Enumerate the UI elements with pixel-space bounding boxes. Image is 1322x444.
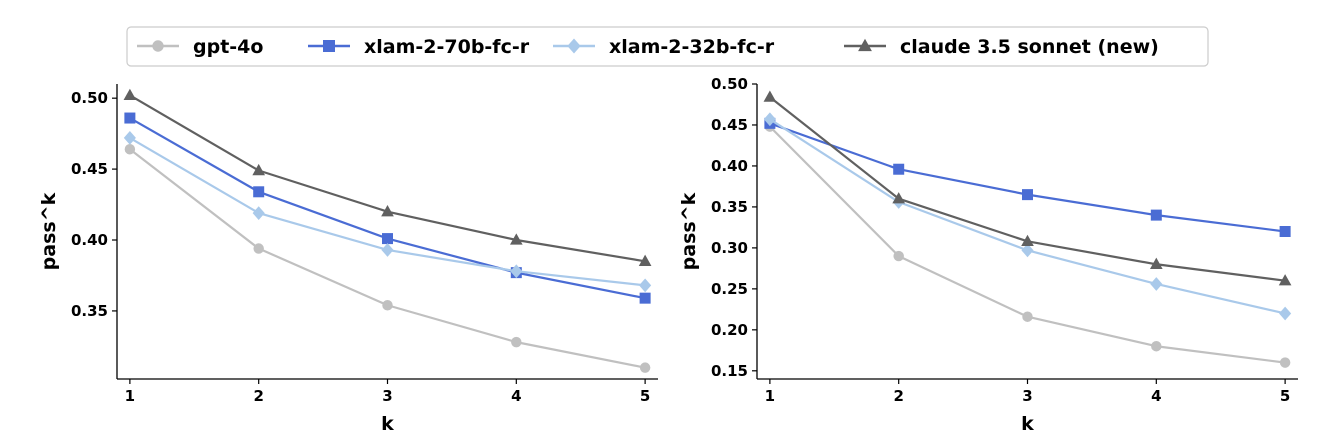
data-point-1-4 bbox=[639, 292, 651, 304]
data-point-0-0 bbox=[124, 144, 136, 155]
y-tick-label: 0.20 bbox=[711, 321, 748, 339]
x-tick-label: 5 bbox=[1280, 387, 1290, 405]
legend-frame bbox=[126, 26, 1209, 67]
legend-label-0: gpt-4o bbox=[193, 36, 263, 58]
series-line-2 bbox=[769, 118, 1286, 315]
x-axis-label: k bbox=[381, 413, 394, 435]
data-point-2-0 bbox=[763, 112, 776, 127]
chart-panel-left: 1 2 3 4 5 0.35 0.40 0.45 0.50 k pass^k bbox=[38, 84, 658, 435]
data-point-3-1 bbox=[252, 163, 266, 176]
x-tick-label: 4 bbox=[1151, 387, 1161, 405]
data-point-2-2 bbox=[381, 243, 394, 257]
legend-label-1: xlam-2-70b-fc-r bbox=[364, 36, 530, 58]
chart-panel-right: 1 2 3 4 5 0.15 0.20 0.25 0.30 0.35 0.40 0.45 0.50 k pa… bbox=[678, 75, 1298, 435]
x-tick-label: 5 bbox=[640, 387, 650, 405]
y-tick-label: 0.15 bbox=[711, 362, 748, 380]
data-point-2-3 bbox=[1150, 277, 1163, 291]
y-tick-label: 0.25 bbox=[711, 280, 748, 298]
data-point-0-1 bbox=[253, 243, 264, 254]
data-point-3-1 bbox=[892, 192, 906, 204]
data-point-2-4 bbox=[1279, 306, 1292, 321]
data-point-0-1 bbox=[893, 250, 904, 262]
data-point-0-3 bbox=[511, 336, 522, 348]
legend-label-3: claude 3.5 sonnet (new) bbox=[900, 36, 1159, 58]
series-line-1 bbox=[769, 122, 1286, 233]
data-point-2-1 bbox=[252, 206, 265, 220]
y-tick-label: 0.40 bbox=[71, 231, 108, 249]
y-tick-label: 0.45 bbox=[71, 160, 108, 178]
y-tick-label: 0.45 bbox=[711, 116, 748, 134]
y-tick-label: 0.40 bbox=[711, 157, 748, 175]
data-point-2-4 bbox=[639, 278, 652, 293]
data-point-3-2 bbox=[1021, 234, 1034, 247]
y-tick-label: 0.50 bbox=[71, 89, 108, 107]
data-point-3-4 bbox=[1278, 274, 1292, 286]
x-tick-label: 2 bbox=[893, 387, 903, 405]
y-axis-label: pass^k bbox=[678, 192, 700, 270]
legend-marker-2 bbox=[567, 38, 581, 54]
x-axis-label: k bbox=[1021, 413, 1034, 435]
x-tick-label: 4 bbox=[511, 387, 521, 405]
data-point-1-1 bbox=[893, 163, 905, 175]
legend-marker-0 bbox=[152, 40, 164, 52]
legend: gpt-4o xlam-2-70b-fc-r xlam-2-32b-fc-r clau… bbox=[126, 26, 1209, 67]
data-point-2-3 bbox=[510, 264, 523, 279]
data-point-1-4 bbox=[1279, 226, 1291, 237]
data-point-0-2 bbox=[1022, 311, 1033, 322]
legend-marker-3 bbox=[858, 38, 872, 52]
data-point-1-0 bbox=[124, 112, 136, 124]
legend-marker-1 bbox=[323, 40, 335, 52]
data-point-1-2 bbox=[382, 233, 393, 245]
x-tick-label: 3 bbox=[1022, 387, 1032, 405]
x-tick-label: 3 bbox=[382, 387, 392, 405]
data-point-3-2 bbox=[381, 205, 394, 217]
data-point-0-4 bbox=[1279, 357, 1291, 368]
y-tick-label: 0.35 bbox=[71, 302, 108, 320]
data-point-1-2 bbox=[1022, 189, 1033, 201]
data-point-0-4 bbox=[639, 362, 651, 373]
data-point-1-3 bbox=[1150, 209, 1162, 221]
data-point-1-1 bbox=[253, 186, 265, 198]
y-tick-label: 0.50 bbox=[711, 75, 748, 93]
x-tick-label: 1 bbox=[765, 387, 775, 405]
x-tick-label: 2 bbox=[253, 387, 263, 405]
data-point-0-2 bbox=[382, 300, 393, 311]
data-point-3-0 bbox=[123, 88, 137, 101]
x-tick-label: 1 bbox=[125, 387, 135, 405]
data-point-2-2 bbox=[1021, 243, 1034, 258]
y-axis-label: pass^k bbox=[38, 192, 60, 270]
data-point-0-3 bbox=[1151, 340, 1162, 352]
y-tick-label: 0.30 bbox=[711, 239, 748, 257]
y-tick-label: 0.35 bbox=[711, 198, 748, 216]
legend-label-2: xlam-2-32b-fc-r bbox=[609, 36, 775, 58]
data-point-3-0 bbox=[763, 90, 777, 102]
data-point-3-3 bbox=[509, 233, 523, 245]
data-point-3-4 bbox=[638, 254, 652, 266]
data-point-2-0 bbox=[123, 131, 136, 145]
data-point-3-3 bbox=[1149, 257, 1163, 269]
